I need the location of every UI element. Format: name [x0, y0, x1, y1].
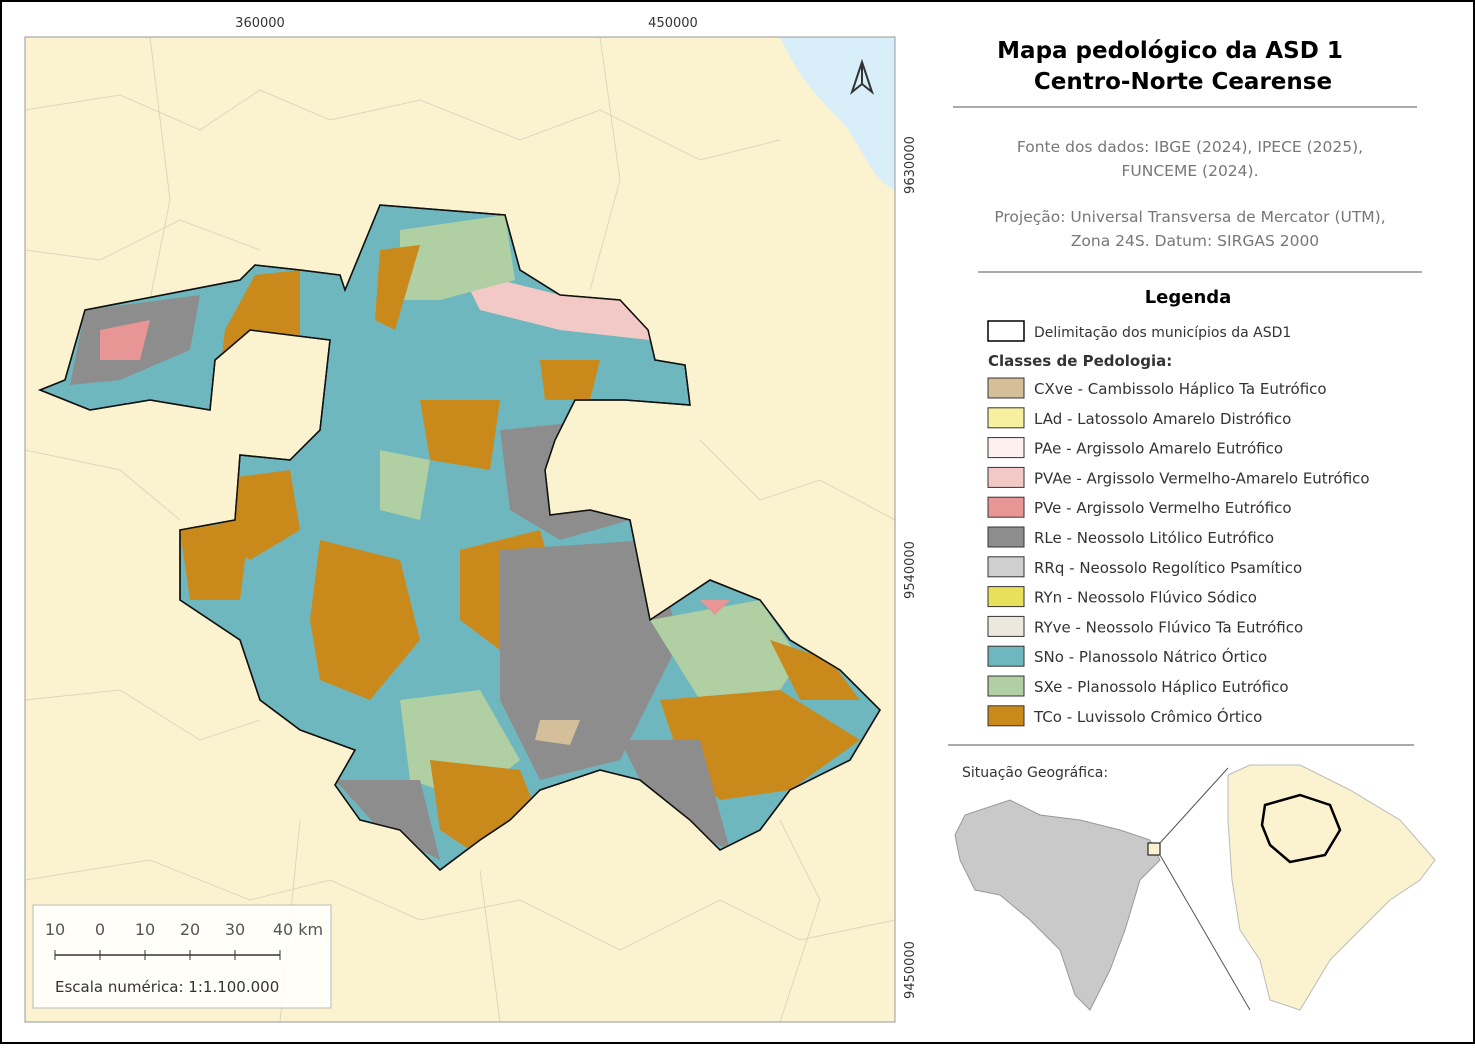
legend-swatch	[987, 556, 1025, 578]
legend-label: SNo - Planossolo Nátrico Órtico	[1034, 647, 1267, 666]
legend-subtitle: Classes de Pedologia:	[988, 352, 1172, 370]
source: FUNCEME (2024).	[1121, 162, 1258, 180]
title: Mapa pedológico da ASD 1	[997, 38, 1343, 64]
legend-swatch	[987, 705, 1025, 727]
legend-label: LAd - Latossolo Amarelo Distrófico	[1034, 410, 1291, 428]
inset-title: Situação Geográfica:	[962, 765, 1108, 781]
legend-label: PVAe - Argissolo Vermelho-Amarelo Eutróf…	[1034, 469, 1370, 487]
projection: Projeção: Universal Transversa de Mercat…	[994, 208, 1385, 226]
legend-swatch	[987, 466, 1025, 488]
scale-label: 0	[95, 920, 105, 939]
projection: Zona 24S. Datum: SIRGAS 2000	[1071, 232, 1319, 250]
coord-label: 360000	[235, 16, 285, 31]
legend-swatch	[987, 526, 1025, 548]
scale-label: 30	[225, 920, 245, 939]
legend-label: PAe - Argissolo Amarelo Eutrófico	[1034, 440, 1283, 458]
source: Fonte dos dados: IBGE (2024), IPECE (202…	[1017, 138, 1363, 156]
coord-label: 9540000	[903, 541, 918, 599]
boundary-swatch	[987, 320, 1025, 342]
coord-label: 9630000	[903, 136, 918, 194]
legend-swatch	[987, 496, 1025, 518]
legend-label: PVe - Argissolo Vermelho Eutrófico	[1034, 499, 1292, 517]
scale-label: 20	[180, 920, 200, 939]
legend-swatch	[987, 645, 1025, 667]
north-arrow	[849, 58, 875, 95]
legend-label: RYve - Neossolo Flúvico Ta Eutrófico	[1034, 618, 1303, 636]
inset	[954, 764, 1436, 1011]
legend-title: Legenda	[1145, 287, 1232, 308]
scale-box	[32, 904, 332, 1009]
legend-label: CXve - Cambissolo Háplico Ta Eutrófico	[1034, 380, 1327, 398]
map	[25, 37, 895, 1022]
scale-label: 40 km	[273, 920, 323, 939]
legend-swatch	[987, 586, 1025, 608]
scale-label: 10	[135, 920, 155, 939]
legend-label: SXe - Planossolo Háplico Eutrófico	[1034, 678, 1289, 696]
legend-label: RLe - Neossolo Litólico Eutrófico	[1034, 529, 1274, 547]
title: Centro-Norte Cearense	[1034, 69, 1332, 95]
map-frame	[24, 36, 896, 1023]
legend-swatch	[987, 437, 1025, 459]
legend-swatch	[987, 675, 1025, 697]
legend-label: RRq - Neossolo Regolítico Psamítico	[1034, 559, 1302, 577]
legend: CXve - Cambissolo Háplico Ta Eutrófico LA…	[987, 377, 1370, 727]
legend-swatch	[987, 377, 1025, 399]
legend-label: TCo - Luvissolo Crômico Órtico	[1033, 707, 1262, 726]
coord-label: 9450000	[903, 941, 918, 999]
legend-label: RYn - Neossolo Flúvico Sódico	[1034, 589, 1257, 607]
coord-label: 450000	[648, 16, 698, 31]
legend-swatch	[987, 615, 1025, 637]
legend-swatch	[987, 407, 1025, 429]
legend-boundary: Delimitação dos municípios da ASD1	[1034, 325, 1291, 341]
scale-label: 10	[45, 920, 65, 939]
scale-numeric: Escala numérica: 1:1.100.000	[55, 978, 279, 996]
